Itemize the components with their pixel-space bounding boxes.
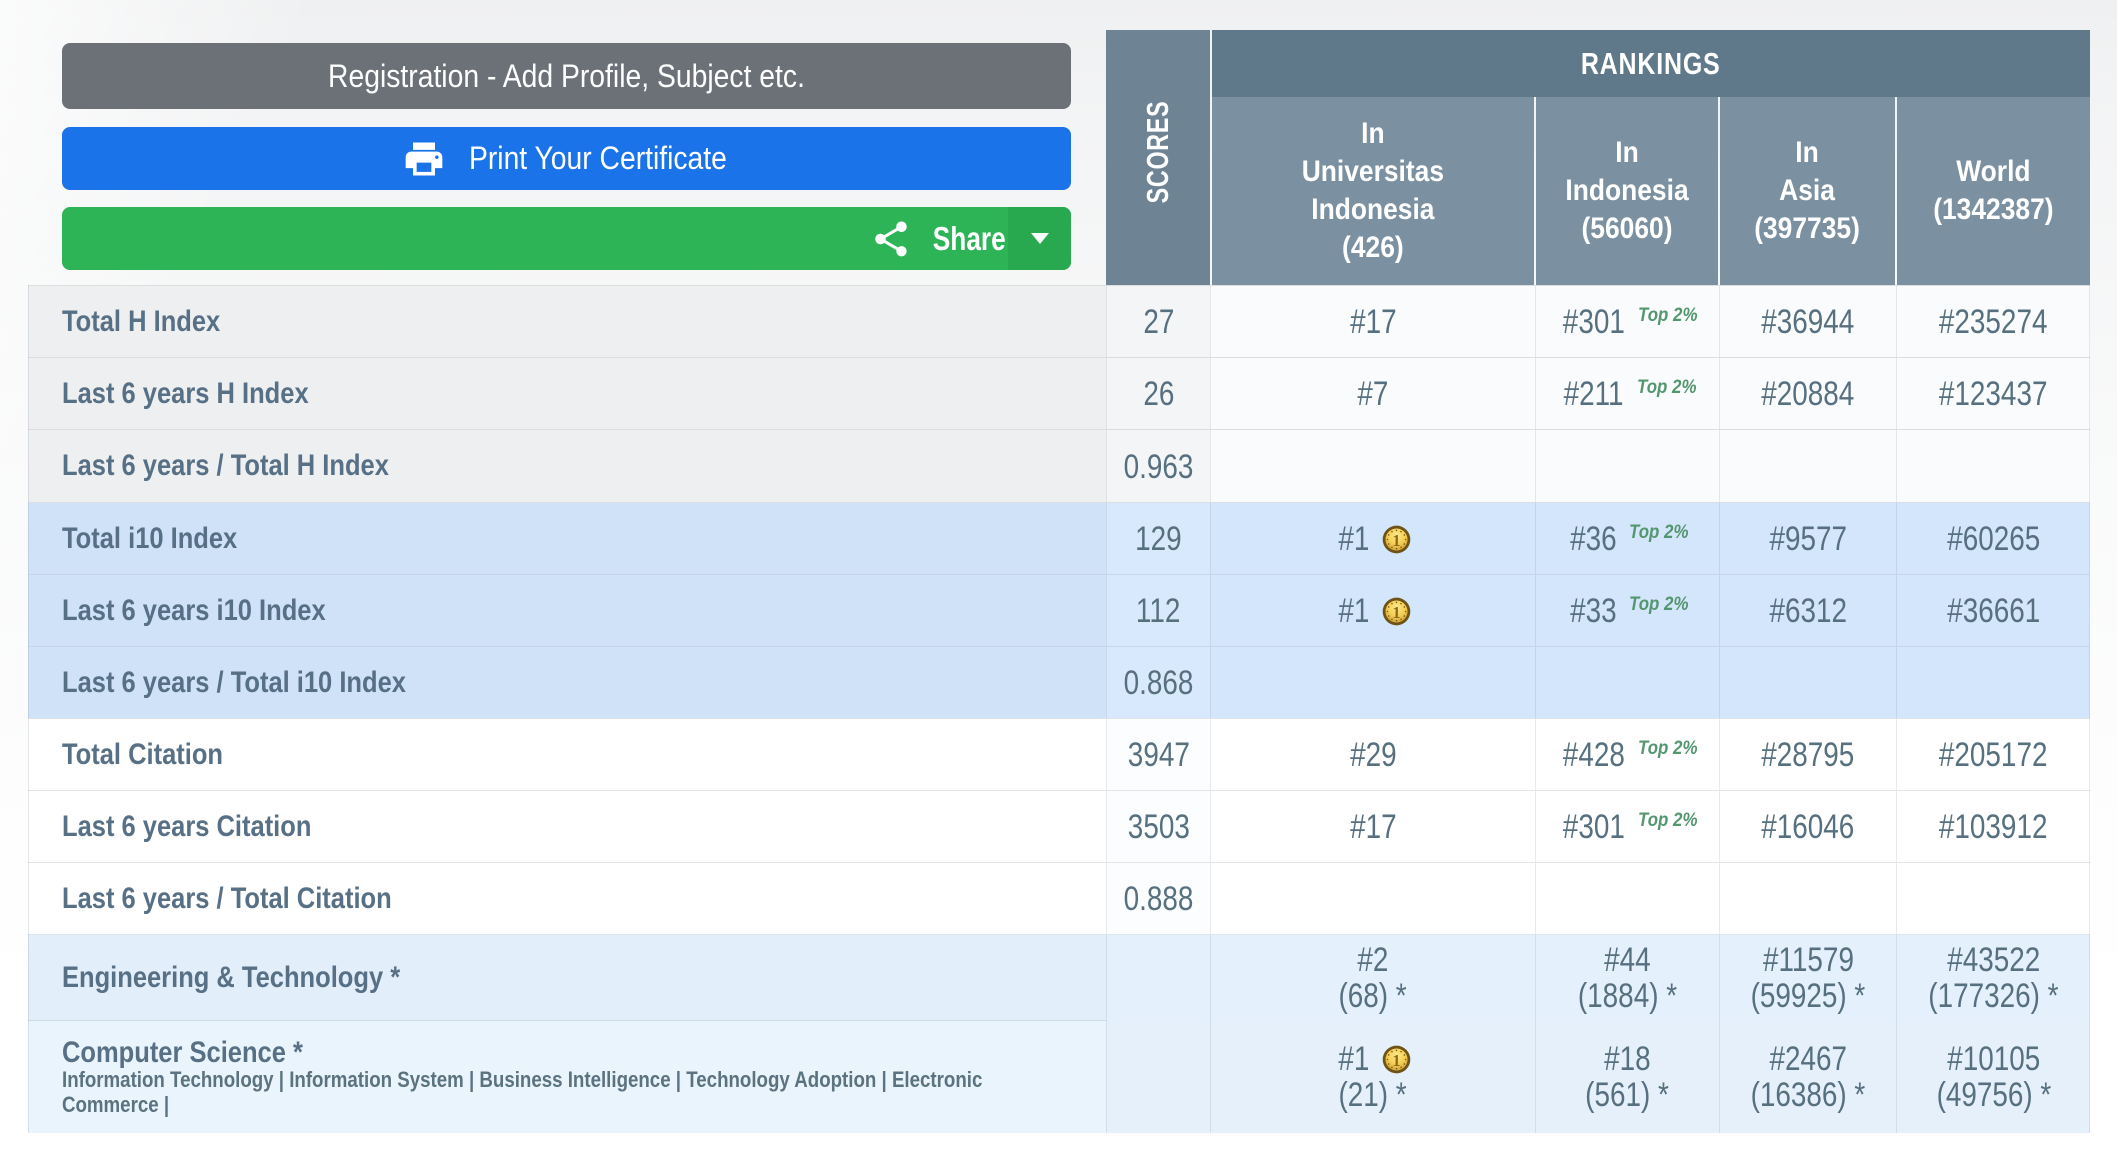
svg-text:1: 1 xyxy=(1392,603,1400,622)
svg-text:1: 1 xyxy=(1392,531,1400,550)
svg-text:1: 1 xyxy=(1392,1050,1400,1069)
